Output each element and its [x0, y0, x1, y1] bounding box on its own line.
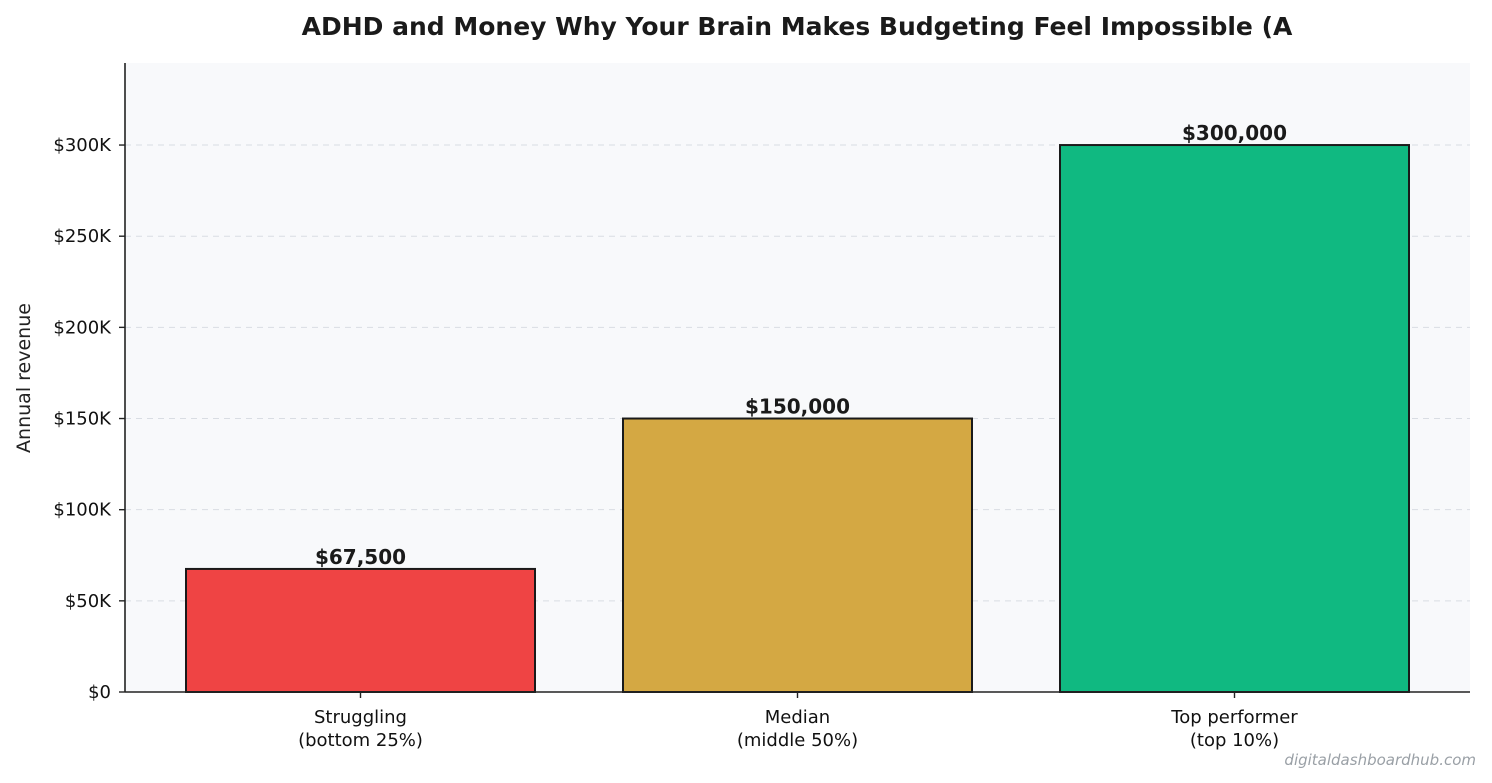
y-tick-label: $200K: [53, 317, 112, 338]
y-tick-label: $100K: [53, 500, 112, 521]
x-tick-label: (middle 50%): [737, 730, 858, 751]
data-label: $67,500: [315, 545, 406, 569]
bar: [185, 567, 536, 693]
x-tick-label: (top 10%): [1190, 730, 1279, 751]
bar: [1059, 144, 1410, 694]
x-tick-label: (bottom 25%): [298, 730, 423, 751]
data-labels: $67,500 $150,000 $300,000: [315, 121, 1287, 569]
chart-title: ADHD and Money Why Your Brain Makes Budg…: [302, 12, 1293, 41]
y-tick-label: $0: [88, 682, 111, 703]
y-tick-label: $300K: [53, 135, 112, 156]
bars: [185, 144, 1410, 694]
watermark: digitaldashboardhub.com: [1284, 751, 1476, 769]
y-ticks: $0 $50K $100K $150K $200K $250K $300K: [53, 135, 125, 703]
x-ticks: Struggling(bottom 25%) Median(middle 50%)…: [298, 692, 1298, 751]
y-tick-label: $150K: [53, 409, 112, 430]
x-tick-label: Struggling: [314, 707, 407, 728]
data-label: $150,000: [745, 395, 850, 419]
y-tick-label: $50K: [65, 591, 112, 612]
y-axis-label: Annual revenue: [13, 303, 35, 453]
bar: [622, 417, 973, 693]
x-tick-label: Top performer: [1170, 707, 1298, 728]
x-tick-label: Median: [765, 707, 830, 728]
data-label: $300,000: [1182, 121, 1287, 145]
y-tick-label: $250K: [53, 226, 112, 247]
